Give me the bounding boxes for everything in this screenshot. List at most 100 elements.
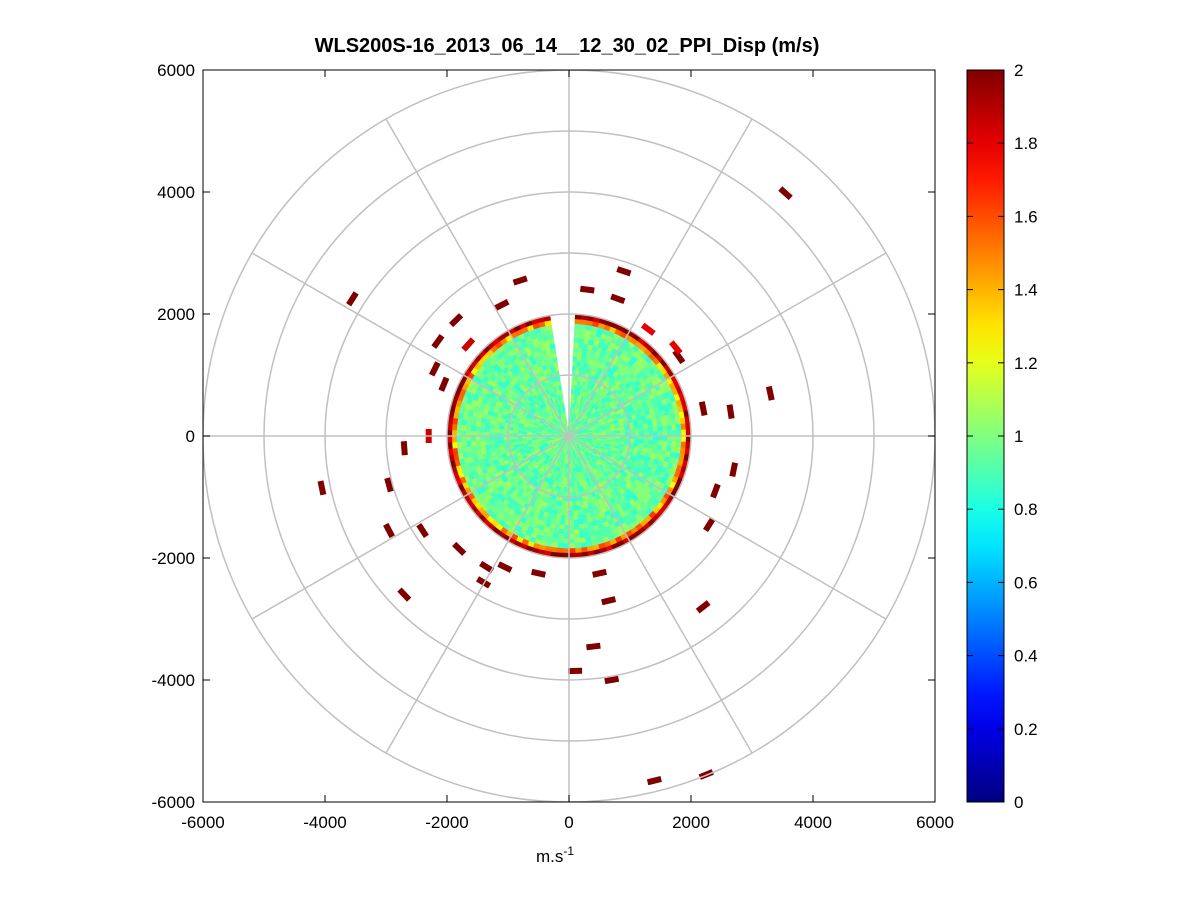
field-cell — [484, 439, 491, 446]
field-cell — [680, 423, 687, 431]
field-cell — [572, 500, 577, 507]
x-axis-label-superscript: -1 — [563, 844, 574, 858]
field-cell — [619, 429, 626, 434]
field-cell — [556, 547, 564, 554]
field-cell — [557, 538, 564, 545]
field-cell — [671, 424, 678, 431]
field-cell — [574, 547, 582, 554]
colorbar-tick-label: 0 — [1014, 793, 1023, 812]
chart-title: WLS200S-16_2013_06_14__12_30_02_PPI_Disp… — [315, 35, 820, 57]
field-cell — [563, 538, 570, 545]
return-gate — [729, 462, 739, 478]
field-cell — [661, 425, 668, 432]
x-tick-label: 6000 — [916, 813, 954, 832]
field-cell — [512, 438, 519, 443]
field-cell — [498, 439, 505, 444]
colorbar-tick-label: 1.2 — [1014, 354, 1038, 373]
return-gate — [431, 333, 445, 349]
sparse-returns — [317, 186, 793, 786]
field-cell — [465, 440, 472, 448]
return-gate — [397, 587, 412, 602]
field-cell — [562, 543, 570, 549]
colorbar-gradient — [967, 70, 1004, 802]
y-tick-label: 0 — [186, 427, 195, 446]
return-gate — [672, 349, 686, 365]
field-cell — [456, 429, 462, 437]
return-gate — [579, 285, 595, 294]
return-gate — [778, 186, 793, 201]
field-cell — [474, 440, 481, 447]
field-cell — [680, 441, 687, 449]
return-gate — [438, 376, 450, 392]
field-cell — [558, 528, 565, 535]
field-cell — [563, 534, 570, 540]
field-cell — [451, 429, 457, 437]
y-tick-label: -4000 — [152, 671, 195, 690]
field-cell — [676, 435, 682, 443]
field-cell — [633, 428, 640, 433]
grid-spoke — [568, 118, 753, 437]
return-gate — [400, 440, 408, 456]
y-axis: -6000 -4000 -2000 0 2000 4000 6000 — [152, 61, 935, 812]
field-cell — [681, 435, 687, 443]
return-gate — [494, 299, 510, 311]
field-cell — [657, 440, 664, 447]
field-cell — [556, 542, 564, 549]
field-cell — [576, 505, 582, 512]
grid-spoke — [251, 252, 570, 437]
return-gate — [604, 675, 620, 685]
colorbar-tick-label: 0.8 — [1014, 500, 1038, 519]
field-cell — [671, 430, 678, 437]
field-cell — [562, 548, 570, 554]
return-gate — [601, 596, 617, 606]
field-cell — [675, 423, 682, 431]
x-axis-label: m.s-1 — [536, 844, 574, 866]
return-gate — [710, 483, 721, 499]
polar-grid — [203, 70, 935, 802]
field-cell — [573, 346, 579, 353]
colorbar-tick-label: 2 — [1014, 61, 1023, 80]
return-gate — [568, 667, 583, 675]
field-cell — [451, 435, 457, 443]
field-cell — [493, 439, 500, 445]
field-cell — [667, 430, 673, 437]
return-gate — [497, 561, 513, 573]
x-tick-label: -2000 — [425, 813, 468, 832]
field-cell — [474, 425, 481, 432]
field-cell — [456, 423, 463, 431]
field-cell — [470, 430, 476, 437]
field-cell — [568, 534, 575, 540]
field-cell — [638, 423, 645, 429]
return-gate — [592, 568, 607, 578]
x-tick-label: 0 — [564, 813, 573, 832]
field-cell — [573, 519, 579, 526]
field-cell — [666, 424, 673, 432]
colorbar-tick-label: 0.4 — [1014, 647, 1038, 666]
field-cell — [470, 425, 477, 432]
field-cell — [460, 424, 467, 431]
return-gate — [610, 293, 626, 304]
colorbar: 0 0.2 0.4 0.6 0.8 1 1.2 1.4 1.6 1.8 2 — [966, 61, 1038, 812]
field-cell — [647, 426, 654, 433]
return-gate — [479, 560, 495, 574]
return-gate — [416, 522, 429, 539]
field-cell — [657, 425, 664, 432]
field-cell — [556, 380, 562, 386]
grid-spoke — [251, 435, 570, 620]
field-cell — [451, 441, 458, 449]
y-tick-label: 4000 — [157, 183, 195, 202]
field-cell — [493, 443, 500, 449]
field-cell — [573, 332, 581, 339]
x-tick-label: -4000 — [303, 813, 346, 832]
return-gate — [765, 385, 775, 401]
return-gate — [669, 340, 683, 355]
field-cell — [465, 430, 471, 437]
colorbar-tick-label: 1 — [1014, 427, 1023, 446]
field-cell — [572, 505, 578, 512]
field-cell — [572, 514, 579, 521]
return-gate — [384, 477, 394, 493]
field-cell — [667, 435, 673, 442]
field-cell — [568, 543, 576, 549]
field-cell — [573, 341, 580, 348]
